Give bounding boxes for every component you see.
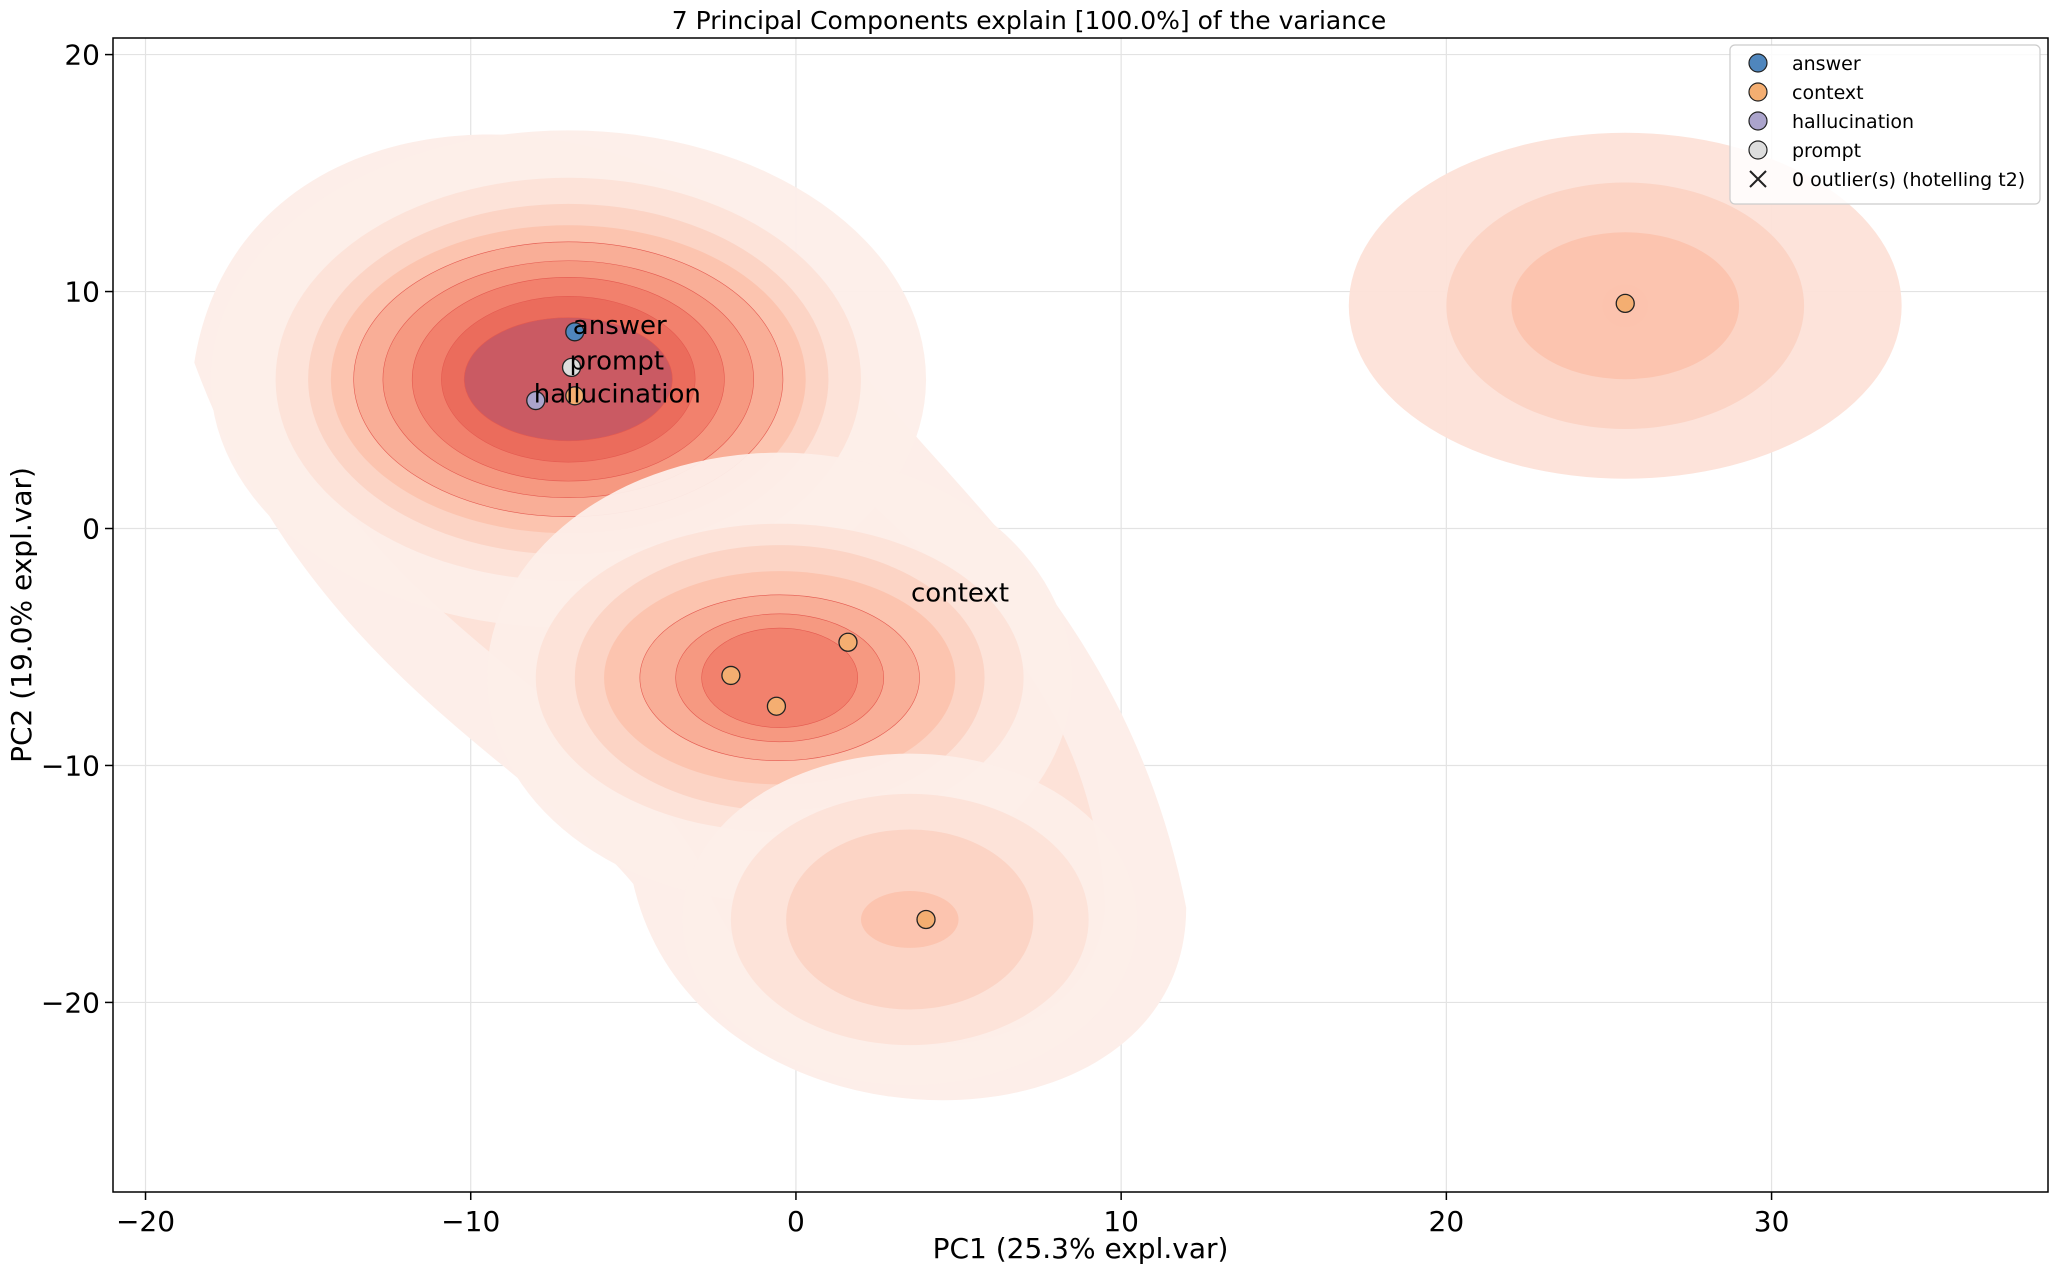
density-contour [860,891,959,948]
annotation-prompt: prompt [570,346,665,376]
legend-label-answer: answer [1792,53,1861,75]
y-tick-label: −20 [41,986,100,1019]
x-tick-label: 0 [787,1205,805,1238]
point-context [721,665,741,686]
x-tick-label: 10 [1103,1205,1139,1238]
scatter-points [526,293,1635,930]
y-tick-label: 20 [64,39,100,72]
legend-box [1729,44,2041,205]
legend-marker-answer [1748,53,1768,73]
annotation-answer: answer [573,311,667,341]
annotation-hallucination: hallucination [534,380,701,410]
point-prompt [561,357,582,378]
legend-label-outlier: 0 outlier(s) (hotelling t2) [1792,169,2025,191]
x-tick-label: 20 [1429,1205,1465,1238]
plot-frame [112,37,2049,1193]
y-tick-label: 0 [82,513,100,546]
legend-label-hallucination: hallucination [1792,111,1914,133]
y-tick-label: −10 [41,749,100,782]
legend-label-context: context [1792,82,1864,104]
legend: answer context hallucination prompt 0 outlie… [1729,44,2041,205]
legend-marker-prompt [1748,140,1768,160]
point-context [916,909,936,930]
x-axis-label: PC1 (25.3% expl.var) [933,1232,1229,1265]
point-context [565,386,585,406]
legend-label-prompt: prompt [1792,140,1861,162]
legend-marker-context [1748,82,1768,102]
legend-marker-outlier [1749,170,1767,188]
point-context [838,632,858,652]
axis-ticks: −20 −10 0 10 20 30 −20 −10 0 10 20 [41,39,1789,1238]
point-annotations: answer prompt hallucination context [534,311,1009,609]
x-tick-label: 30 [1754,1205,1790,1238]
x-tick-label: −20 [116,1205,175,1238]
point-answer [565,322,585,342]
y-tick-label: 10 [64,276,100,309]
annotation-context: context [911,579,1009,609]
point-hallucination [526,390,546,411]
point-context [766,696,787,716]
x-tick-label: −10 [441,1205,500,1238]
density-contour [463,317,673,442]
y-axis-label: PC2 (19.0% expl.var) [5,467,38,763]
density-contour [701,627,859,728]
legend-marker-hallucination [1748,111,1768,131]
chart-title: 7 Principal Components explain [100.0%] … [672,6,1386,35]
point-context [1615,293,1635,314]
